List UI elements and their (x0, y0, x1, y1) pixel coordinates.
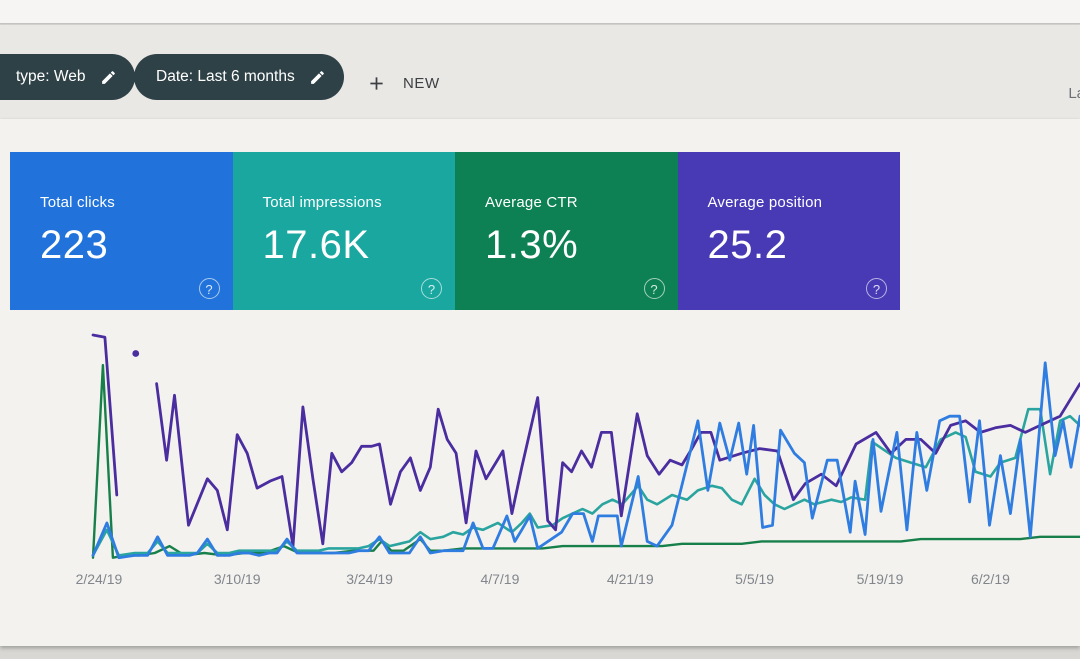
metric-value: 25.2 (707, 223, 788, 267)
performance-line-chart (85, 328, 1080, 560)
truncated-header-text: La (1068, 85, 1080, 102)
x-axis-label: 4/7/19 (480, 571, 520, 587)
help-icon[interactable]: ? (866, 278, 887, 299)
line-chart-svg (91, 333, 1080, 560)
pencil-icon[interactable] (309, 69, 326, 86)
metric-label: Total impressions (262, 194, 382, 211)
series-line-clicks-blue (91, 361, 1080, 560)
new-button-label: NEW (403, 74, 440, 92)
filter-chip-search-type-label: type: Web (16, 68, 86, 85)
metric-label: Total clicks (40, 194, 115, 211)
filter-chip-date-label: Date: Last 6 months (156, 68, 295, 85)
x-axis-label: 6/2/19 (970, 571, 1010, 587)
x-axis-label: 3/24/19 (346, 571, 393, 587)
metric-card-total-impressions[interactable]: Total impressions 17.6K ? (232, 152, 455, 310)
series-line-position-purple (155, 382, 1080, 548)
metric-card-average-position[interactable]: Average position 25.2 ? (677, 152, 900, 310)
performance-report-panel: Total clicks 223 ? Total impressions 17.… (0, 119, 1080, 646)
filter-chip-date[interactable]: Date: Last 6 months (134, 54, 344, 100)
x-axis-label: 4/21/19 (606, 571, 654, 587)
x-axis-label: 5/5/19 (735, 571, 775, 587)
browser-top-strip (0, 0, 1080, 24)
data-point-position-purple (132, 350, 140, 357)
new-filter-button[interactable]: NEW (360, 65, 446, 101)
metric-card-average-ctr[interactable]: Average CTR 1.3% ? (455, 152, 678, 310)
series-line-position-purple (91, 333, 119, 497)
pencil-icon[interactable] (100, 69, 117, 86)
metric-value: 1.3% (485, 223, 579, 267)
x-axis-label: 5/19/19 (856, 571, 904, 587)
metric-label: Average CTR (485, 194, 578, 211)
help-icon[interactable]: ? (421, 278, 442, 299)
x-axis-label: 3/10/19 (213, 571, 261, 587)
plus-icon (370, 76, 383, 90)
filter-chip-search-type[interactable]: type: Web (0, 54, 135, 100)
metric-value: 223 (40, 223, 109, 267)
filter-toolbar: type: Web Date: Last 6 months NEW La (0, 25, 1080, 119)
metric-card-total-clicks[interactable]: Total clicks 223 ? (10, 152, 233, 310)
metrics-row: Total clicks 223 ? Total impressions 17.… (10, 152, 900, 310)
x-axis-label: 2/24/19 (75, 571, 123, 587)
help-icon[interactable]: ? (198, 278, 220, 299)
chart-x-axis: 2/24/19 3/10/19 3/24/19 4/7/19 4/21/19 5/5/19… (76, 571, 1080, 591)
help-icon[interactable]: ? (643, 278, 665, 299)
series-line-impressions-teal (91, 407, 1080, 557)
metric-label: Average position (707, 194, 823, 211)
metric-value: 17.6K (262, 223, 370, 267)
